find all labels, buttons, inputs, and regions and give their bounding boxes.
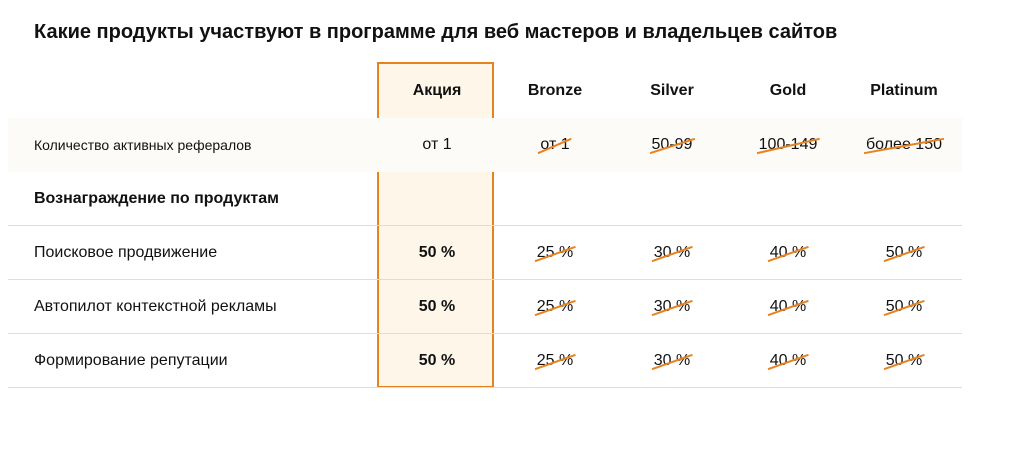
section-heading: Вознаграждение по продуктам [34, 189, 279, 207]
struck-value: 40 % [769, 351, 807, 369]
product-row-seo: Поисковое продвижение 50 % 25 % 30 % 40 … [8, 226, 962, 280]
promo-value: 50 % [418, 243, 456, 261]
promo-value: 50 % [418, 297, 456, 315]
comparison-table: Акция Bronze Silver Gold Platinum Количе… [8, 64, 962, 388]
promo-value: от 1 [422, 136, 452, 153]
referrals-row: Количество активных рефералов от 1 от 1 … [8, 118, 962, 172]
struck-value: более 150 [866, 136, 942, 153]
struck-value: 25 % [536, 243, 574, 261]
row-label: Поисковое продвижение [34, 243, 218, 261]
product-row-reputation: Формирование репутации 50 % 25 % 30 % 40… [8, 334, 962, 388]
promo-value: 50 % [418, 351, 456, 369]
page-title: Какие продукты участвуют в программе для… [34, 21, 838, 43]
row-label: Количество активных рефералов [34, 137, 252, 153]
table-header-row: Акция Bronze Silver Gold Platinum [8, 64, 962, 118]
row-label: Формирование репутации [34, 351, 228, 369]
struck-value: 50 % [885, 297, 923, 315]
struck-value: 25 % [536, 351, 574, 369]
column-header-bronze: Bronze [527, 82, 583, 99]
bronze-value: 25 % [497, 226, 613, 279]
struck-value: 30 % [653, 243, 691, 261]
silver-value: 30 % [614, 334, 730, 387]
silver-value: 50-99 [614, 118, 730, 172]
platinum-value: более 150 [846, 118, 962, 172]
struck-value: 50-99 [651, 136, 693, 153]
product-row-context-ads: Автопилот контекстной рекламы 50 % 25 % … [8, 280, 962, 334]
section-heading-row: Вознаграждение по продуктам [8, 172, 962, 226]
row-label: Автопилот контекстной рекламы [34, 297, 277, 315]
struck-value: 30 % [653, 297, 691, 315]
bronze-value: 25 % [497, 280, 613, 333]
gold-value: 40 % [730, 226, 846, 279]
column-header-platinum: Platinum [870, 82, 938, 99]
gold-value: 100-149 [730, 118, 846, 172]
struck-value: 40 % [769, 297, 807, 315]
gold-value: 40 % [730, 334, 846, 387]
bronze-value: 25 % [497, 334, 613, 387]
struck-value: 100-149 [758, 136, 818, 153]
platinum-value: 50 % [846, 226, 962, 279]
platinum-value: 50 % [846, 334, 962, 387]
struck-value: 25 % [536, 297, 574, 315]
platinum-value: 50 % [846, 280, 962, 333]
silver-value: 30 % [614, 226, 730, 279]
gold-value: 40 % [730, 280, 846, 333]
bronze-value: от 1 [497, 118, 613, 172]
column-header-gold: Gold [769, 82, 807, 99]
struck-value: 30 % [653, 351, 691, 369]
struck-value: 50 % [885, 351, 923, 369]
struck-value: 40 % [769, 243, 807, 261]
column-header-promo: Акция [412, 82, 462, 99]
silver-value: 30 % [614, 280, 730, 333]
column-header-silver: Silver [650, 82, 694, 99]
struck-value: 50 % [885, 243, 923, 261]
struck-value: от 1 [540, 136, 570, 153]
